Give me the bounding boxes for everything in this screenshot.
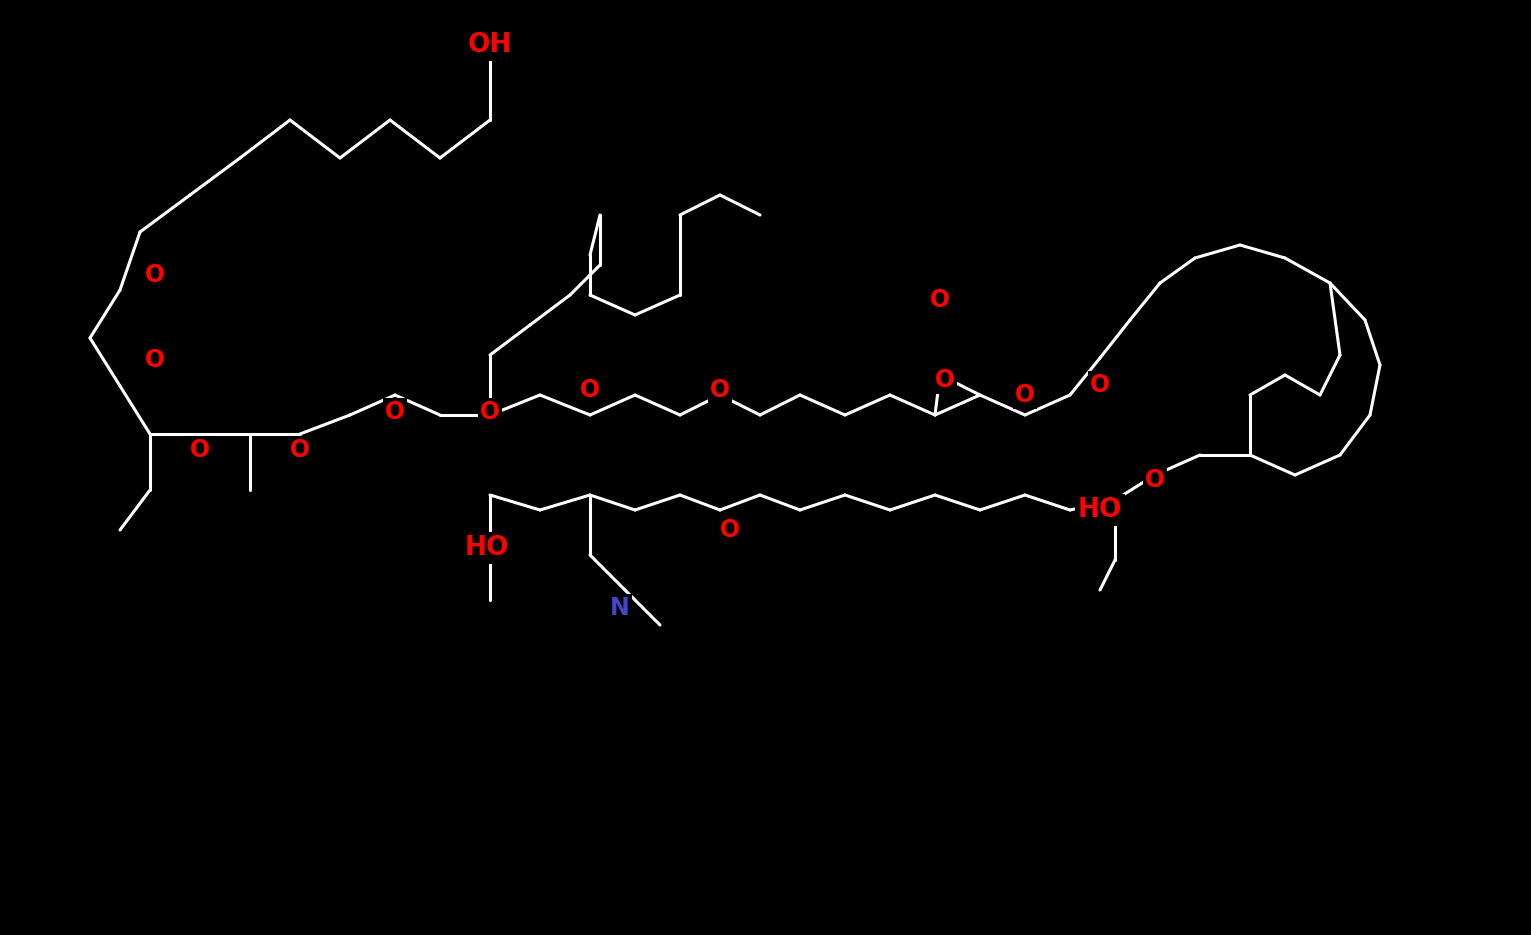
- Text: O: O: [710, 378, 730, 402]
- Text: O: O: [145, 263, 165, 287]
- Text: O: O: [479, 400, 501, 424]
- Text: HO: HO: [1078, 497, 1122, 523]
- Text: O: O: [1145, 468, 1165, 492]
- Text: O: O: [145, 348, 165, 372]
- Text: O: O: [935, 368, 955, 392]
- Text: OH: OH: [468, 32, 513, 58]
- Text: O: O: [720, 518, 739, 542]
- Text: HO: HO: [465, 535, 510, 561]
- Text: O: O: [1090, 373, 1110, 397]
- Text: O: O: [384, 400, 406, 424]
- Text: O: O: [190, 438, 210, 462]
- Text: O: O: [929, 288, 951, 312]
- Text: O: O: [289, 438, 311, 462]
- Text: N: N: [611, 596, 629, 620]
- Text: O: O: [580, 378, 600, 402]
- Text: O: O: [1015, 383, 1035, 407]
